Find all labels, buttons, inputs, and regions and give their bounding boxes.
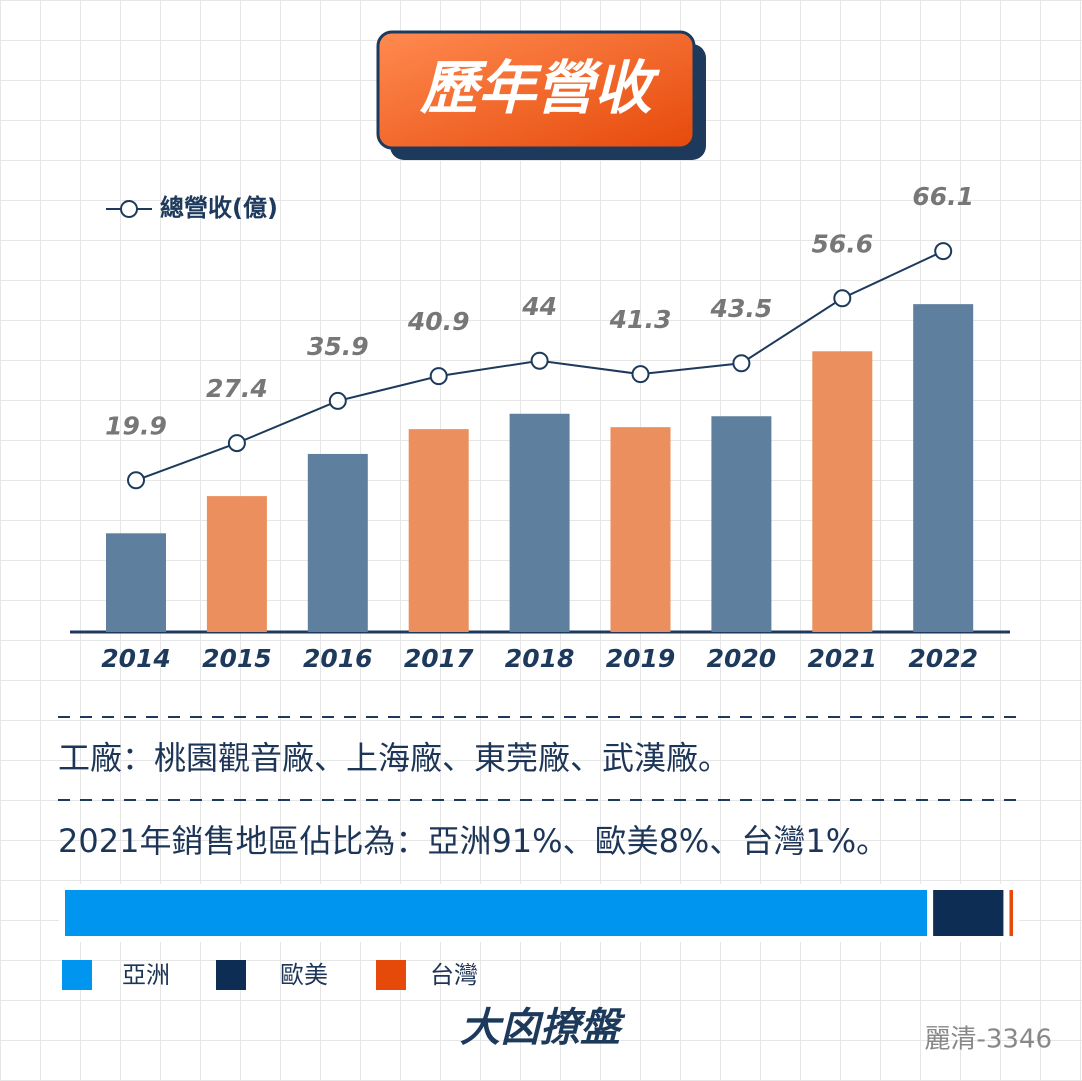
x-tick-label: 2014 bbox=[101, 644, 171, 673]
credit: 麗清-3346 bbox=[924, 1025, 1052, 1055]
x-tick-label: 2021 bbox=[808, 644, 878, 673]
bar bbox=[913, 304, 974, 632]
chart-title: 歷年營收 bbox=[419, 54, 660, 122]
value-label: 41.3 bbox=[609, 305, 672, 334]
value-label: 27.4 bbox=[206, 374, 268, 403]
value-label: 56.6 bbox=[811, 229, 873, 258]
x-tick-label: 2020 bbox=[707, 644, 777, 673]
legend-swatch bbox=[216, 960, 246, 990]
value-label: 35.9 bbox=[307, 332, 369, 361]
bar bbox=[307, 453, 368, 632]
point bbox=[530, 351, 549, 370]
point bbox=[227, 434, 246, 453]
bar bbox=[812, 351, 873, 632]
bar bbox=[610, 427, 671, 632]
note: 工廠：桃園觀音廠、上海廠、東莞廠、武漢廠。 bbox=[58, 739, 730, 777]
point bbox=[328, 391, 347, 410]
point bbox=[429, 367, 448, 386]
legend-label: 總營收(億) bbox=[160, 194, 278, 222]
legend-label: 歐美 bbox=[280, 961, 328, 989]
value-label: 19.9 bbox=[105, 411, 167, 440]
x-tick-label: 2022 bbox=[908, 644, 978, 673]
bar bbox=[106, 533, 166, 632]
x-tick-label: 2018 bbox=[505, 644, 575, 673]
share-bar bbox=[59, 884, 934, 942]
point bbox=[732, 354, 751, 373]
value-label: 44 bbox=[521, 292, 557, 321]
point bbox=[833, 289, 852, 308]
share-bar bbox=[1003, 884, 1020, 942]
x-tick-label: 2019 bbox=[606, 644, 676, 673]
bar bbox=[509, 413, 570, 632]
x-tick-label: 2017 bbox=[404, 644, 474, 673]
point bbox=[631, 365, 650, 384]
legend-swatch bbox=[62, 960, 92, 990]
legend-label: 亞洲 bbox=[122, 961, 170, 989]
point bbox=[934, 242, 953, 261]
legend-label: 台灣 bbox=[430, 961, 478, 989]
value-label: 40.9 bbox=[407, 307, 470, 336]
title-badge bbox=[376, 30, 696, 150]
legend-marker bbox=[120, 200, 138, 218]
logo: 大囟撩盤 bbox=[460, 1005, 626, 1051]
x-tick-label: 2015 bbox=[202, 644, 272, 673]
bar bbox=[408, 429, 469, 632]
bar bbox=[711, 416, 772, 632]
point bbox=[127, 471, 145, 490]
share-title: 2021年銷售地區佔比為：亞洲91%、歐美8%、台灣1%。 bbox=[58, 822, 888, 860]
share-bar bbox=[927, 884, 1010, 942]
legend-swatch bbox=[376, 960, 406, 990]
value-label: 43.5 bbox=[710, 294, 773, 323]
x-tick-label: 2016 bbox=[303, 644, 373, 673]
bar bbox=[206, 496, 267, 632]
value-label: 66.1 bbox=[912, 182, 974, 211]
